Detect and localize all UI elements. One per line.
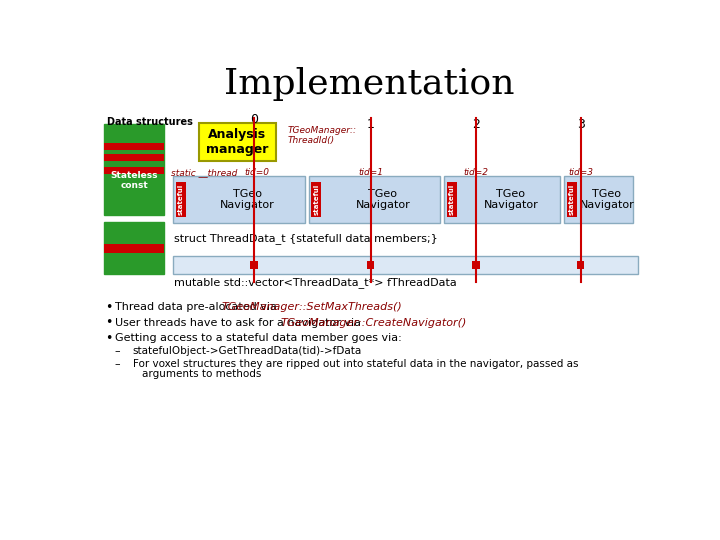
Bar: [251, 261, 258, 269]
Bar: [366, 261, 374, 269]
Bar: [104, 143, 164, 150]
Text: Analysis
manager: Analysis manager: [206, 128, 269, 156]
Text: TGeo
Navigator: TGeo Navigator: [483, 189, 539, 211]
Bar: [577, 261, 585, 269]
Text: 1: 1: [366, 118, 374, 131]
Text: •: •: [106, 332, 113, 345]
Text: tid=0: tid=0: [244, 168, 269, 177]
Text: stateful: stateful: [178, 184, 184, 215]
Text: TGeoManager::SetMaxThreads(): TGeoManager::SetMaxThreads(): [222, 302, 402, 312]
Bar: [104, 222, 164, 274]
Bar: [199, 123, 276, 161]
Bar: [104, 154, 164, 161]
Bar: [444, 177, 560, 222]
Text: stateful: stateful: [449, 184, 455, 215]
Bar: [104, 244, 164, 253]
Bar: [472, 261, 480, 269]
Text: tid=2: tid=2: [464, 168, 488, 177]
Text: •: •: [106, 301, 113, 314]
Text: TGeo
Navigator: TGeo Navigator: [580, 189, 634, 211]
Text: Implementation: Implementation: [224, 67, 514, 101]
Text: tid=3: tid=3: [568, 168, 593, 177]
Text: 2: 2: [472, 118, 480, 131]
Text: stateful: stateful: [569, 184, 575, 215]
Bar: [173, 256, 638, 274]
Text: User threads have to ask for a navigator via: User threads have to ask for a navigator…: [114, 318, 364, 328]
Text: Data structures: Data structures: [107, 117, 193, 127]
Text: mutable std::vector<ThreadData_t*> fThreadData: mutable std::vector<ThreadData_t*> fThre…: [174, 277, 456, 288]
Text: 3: 3: [577, 118, 585, 131]
Text: TGeo
Navigator: TGeo Navigator: [220, 189, 275, 211]
Text: arguments to methods: arguments to methods: [142, 369, 261, 379]
Text: TGeoManager::
ThreadId(): TGeoManager:: ThreadId(): [287, 126, 356, 145]
Text: –: –: [114, 346, 120, 356]
Text: Getting access to a stateful data member goes via:: Getting access to a stateful data member…: [114, 333, 402, 343]
Text: –: –: [114, 359, 120, 369]
Text: TGeoManager::CreateNavigator(): TGeoManager::CreateNavigator(): [281, 318, 467, 328]
Text: struct ThreadData_t {statefull data members;}: struct ThreadData_t {statefull data memb…: [174, 233, 438, 244]
Text: For voxel structures they are ripped out into stateful data in the navigator, pa: For voxel structures they are ripped out…: [132, 359, 578, 369]
Text: Stateless
const: Stateless const: [110, 171, 158, 190]
Bar: [309, 177, 441, 222]
Bar: [564, 177, 632, 222]
Text: stateful: stateful: [313, 184, 319, 215]
Text: statefulObject->GetThreadData(tid)->fData: statefulObject->GetThreadData(tid)->fDat…: [132, 346, 362, 356]
Bar: [104, 124, 164, 215]
Text: 0: 0: [251, 113, 258, 126]
Bar: [173, 177, 305, 222]
Bar: [104, 167, 164, 174]
Text: tid=1: tid=1: [358, 168, 383, 177]
Text: •: •: [106, 316, 113, 329]
Text: static __thread: static __thread: [171, 168, 238, 177]
Text: TGeo
Navigator: TGeo Navigator: [356, 189, 410, 211]
Text: Thread data pre-alocated via: Thread data pre-alocated via: [114, 302, 280, 312]
